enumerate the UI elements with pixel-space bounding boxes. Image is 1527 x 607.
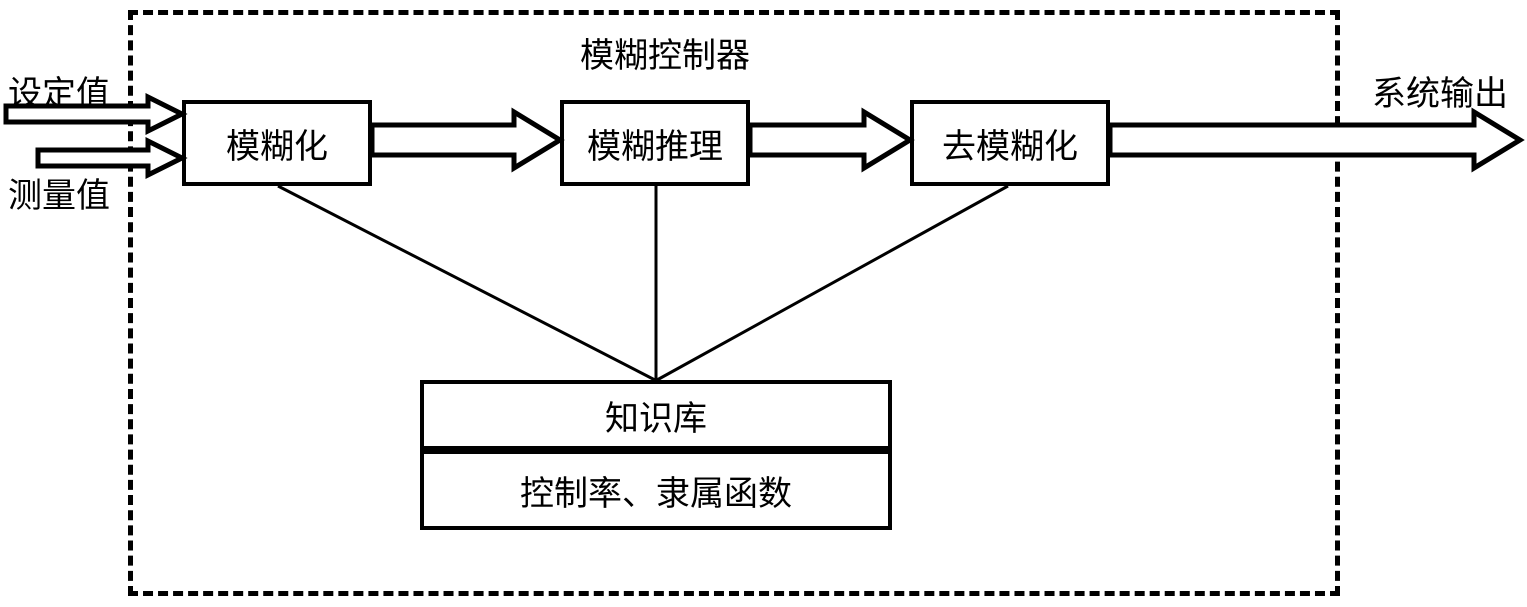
arrow-input-top — [4, 93, 184, 135]
arrow-inference-to-defuzzify — [748, 108, 912, 172]
arrow-fuzzify-to-inference — [370, 108, 562, 172]
arrow-output — [1108, 108, 1522, 172]
arrow-input-bottom — [36, 137, 184, 179]
connector-lines — [0, 0, 1527, 607]
